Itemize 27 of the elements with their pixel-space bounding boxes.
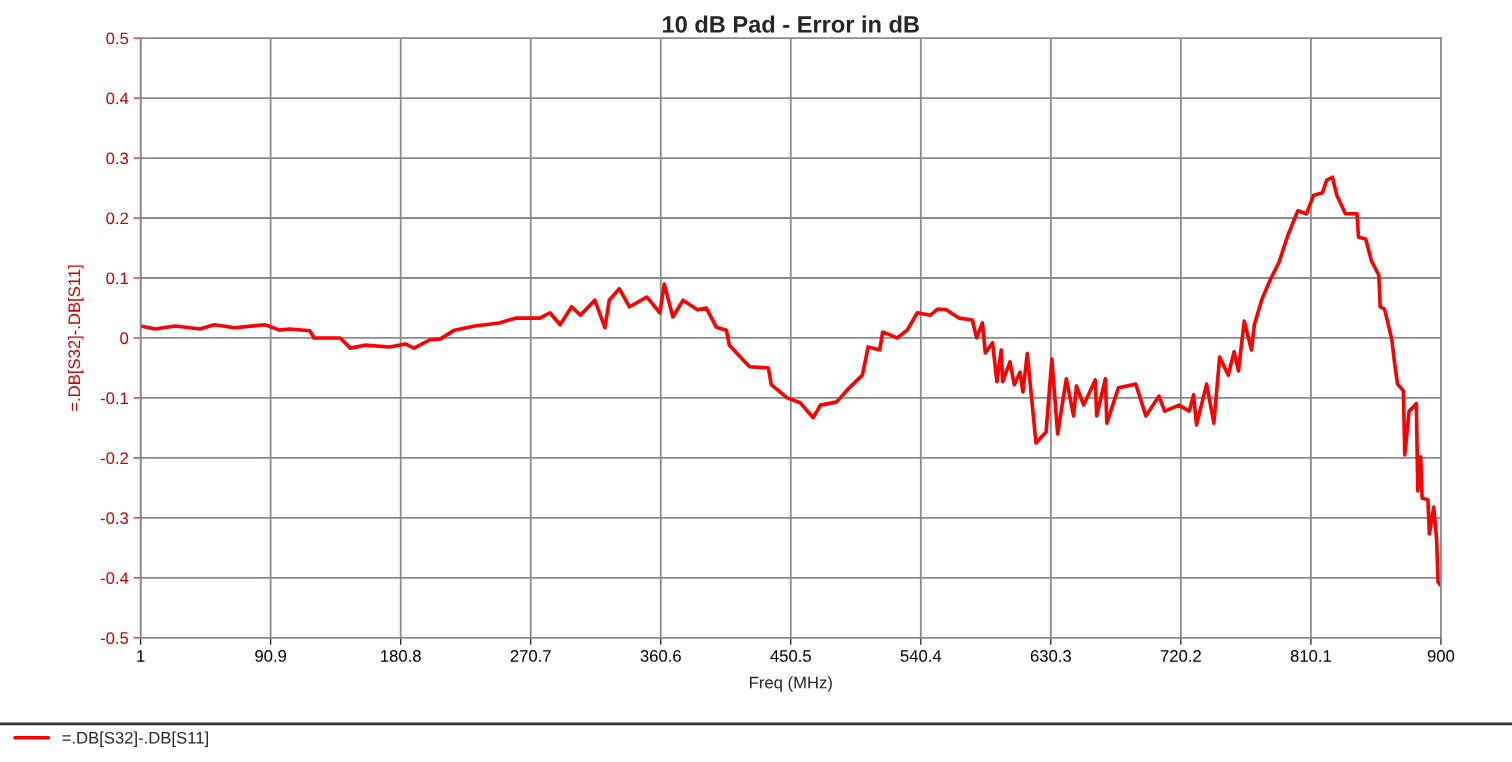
y-tick-label: -0.1 [100, 392, 128, 405]
x-tick-label: 360.6 [640, 650, 681, 662]
line-series [140, 175, 1441, 588]
y-tick-label: -0.4 [100, 572, 129, 585]
y-tick-label: 0.5 [106, 32, 129, 45]
x-tick-label: 270.7 [510, 650, 551, 662]
x-tick-label: 810.1 [1290, 650, 1331, 662]
y-tick-label: -0.2 [100, 452, 128, 465]
legend-label: =.DB[S32]-.DB[S11] [62, 731, 208, 747]
y-tick-label: 0.3 [106, 152, 129, 165]
x-axis-title: Freq (MHz) [750, 676, 832, 692]
y-tick-label: 0 [120, 332, 129, 345]
y-tick-label: 0.1 [106, 272, 128, 285]
y-axis-title: =.DB[S32]-.DB[S11] [67, 265, 84, 411]
x-tick-label: 630.3 [1030, 650, 1071, 662]
y-tick-label: -0.3 [100, 512, 129, 525]
chart-title: 10 dB Pad - Error in dB [663, 15, 919, 33]
x-tick-label: 540.4 [900, 650, 942, 662]
y-tick-label: -0.5 [100, 632, 129, 644]
x-tick-label: 90.9 [255, 650, 287, 662]
y-tick-label: 0.4 [106, 92, 129, 105]
y-tick-label: 0.2 [106, 212, 128, 225]
x-tick-label: 1 [137, 650, 145, 662]
x-tick-label: 180.8 [381, 650, 421, 662]
x-tick-label: 900 [1427, 650, 1455, 662]
x-tick-label: 450.5 [770, 650, 811, 662]
x-tick-label: 720.2 [1160, 650, 1201, 662]
